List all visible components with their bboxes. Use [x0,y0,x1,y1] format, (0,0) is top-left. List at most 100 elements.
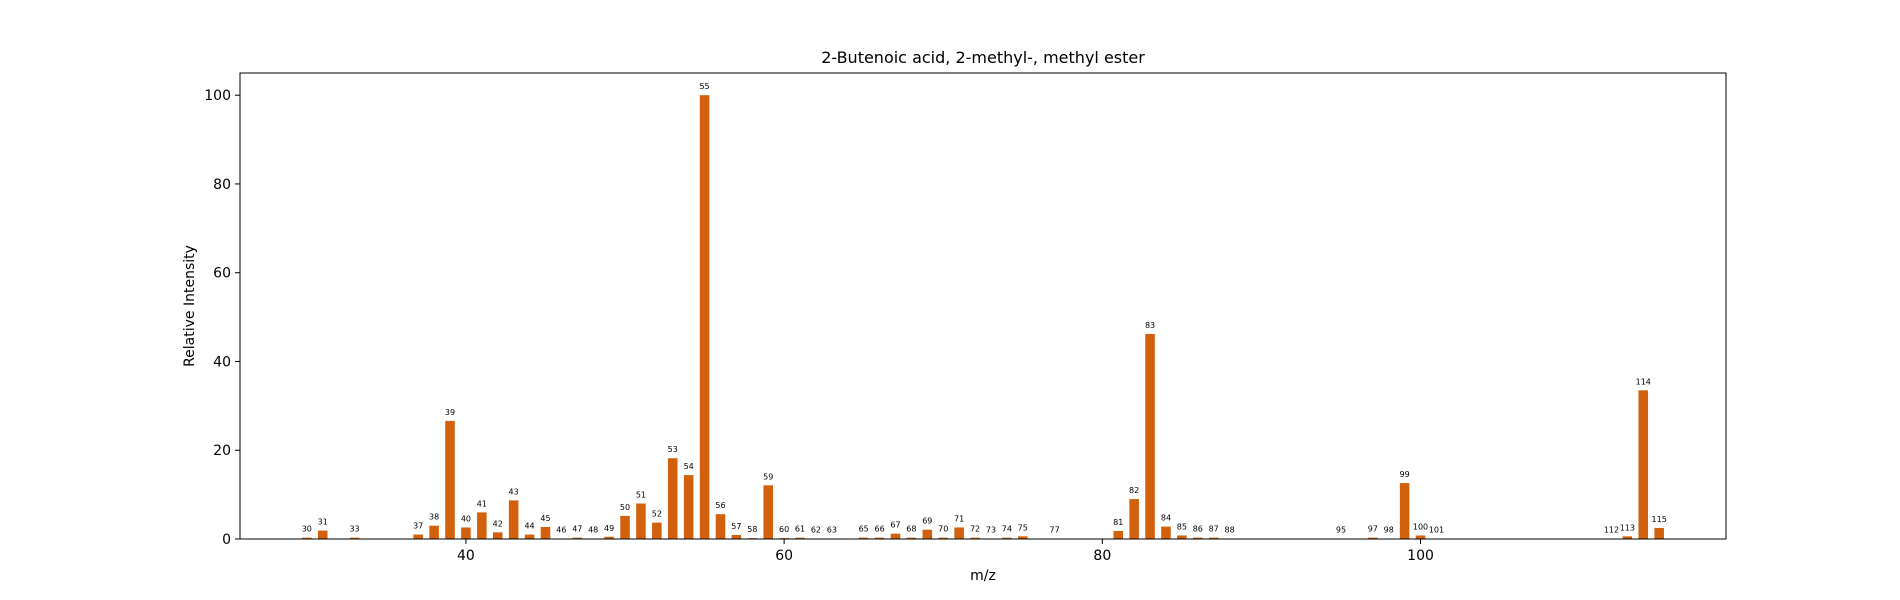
x-tick-label: 100 [1407,548,1434,564]
bar-mz-74 [1002,537,1012,539]
bar-mz-115 [1654,527,1664,539]
y-axis-label: Relative Intensity [182,245,198,367]
plot-area-frame [239,72,1727,540]
bar-label-mz-77: 77 [1050,526,1060,535]
bar-mz-69 [922,529,933,539]
bar-mz-75 [1018,536,1028,539]
bar-mz-47 [572,537,583,539]
bar-label-mz-71: 71 [954,514,964,523]
bar-label-mz-53: 53 [668,445,678,454]
bar-label-mz-88: 88 [1225,526,1235,535]
bar-label-mz-74: 74 [1002,525,1012,534]
bar-label-mz-115: 115 [1652,515,1667,524]
bar-mz-70 [938,537,948,539]
bars-group [302,95,1664,539]
bar-label-mz-42: 42 [493,519,503,528]
bar-mz-50 [620,515,630,539]
bar-label-mz-57: 57 [731,522,741,531]
bar-label-mz-68: 68 [906,525,916,534]
bar-label-mz-99: 99 [1400,470,1410,479]
bar-label-mz-66: 66 [874,525,884,534]
y-tick-label: 20 [213,443,231,459]
bar-label-mz-31: 31 [318,518,328,527]
bar-mz-99 [1399,483,1410,539]
bar-label-mz-67: 67 [890,521,900,530]
bar-label-mz-101: 101 [1429,526,1444,535]
bar-mz-97 [1368,537,1378,539]
y-tick-label: 0 [222,532,231,548]
bar-mz-84 [1161,526,1171,539]
bar-label-mz-62: 62 [811,526,821,535]
bar-mz-100 [1415,535,1426,539]
bar-label-mz-70: 70 [938,525,948,534]
bar-label-mz-33: 33 [349,525,359,534]
x-tick-label: 40 [457,548,475,564]
bar-label-mz-55: 55 [699,82,709,91]
bar-mz-68 [906,537,917,539]
bar-mz-38 [429,525,439,539]
chart-title: 2-Butenoic acid, 2-methyl-, methyl ester [821,48,1145,67]
x-axis-ticks: 40 60 80 100 [457,539,1434,564]
bar-mz-54 [683,475,694,539]
bar-label-mz-73: 73 [986,526,996,535]
bar-label-mz-85: 85 [1177,522,1187,531]
y-tick-label: 40 [213,354,231,370]
bar-label-mz-97: 97 [1368,525,1378,534]
bar-label-mz-84: 84 [1161,514,1171,523]
bar-label-mz-87: 87 [1209,525,1219,534]
bar-mz-55 [699,95,710,539]
y-tick-label: 100 [204,88,231,104]
bar-mz-31 [317,530,328,539]
bar-label-mz-112: 112 [1604,526,1619,535]
bar-mz-52 [652,522,662,539]
bar-label-mz-65: 65 [859,525,869,534]
bar-label-mz-30: 30 [302,525,312,534]
bar-mz-43 [508,500,519,539]
bar-label-mz-37: 37 [413,522,423,531]
bar-label-mz-114: 114 [1636,377,1651,386]
bar-label-mz-58: 58 [747,525,757,534]
bar-label-mz-51: 51 [636,491,646,500]
bar-mz-81 [1113,531,1124,539]
bar-label-mz-38: 38 [429,513,439,522]
x-tick-label: 60 [775,548,793,564]
bar-label-mz-69: 69 [922,517,932,526]
bar-mz-37 [413,534,423,539]
bar-label-mz-48: 48 [588,526,598,535]
bar-mz-57 [731,535,742,539]
bar-mz-66 [874,537,885,539]
bar-label-mz-82: 82 [1129,486,1139,495]
bar-label-mz-49: 49 [604,524,614,533]
bar-mz-49 [604,536,614,539]
bar-mz-61 [795,537,805,539]
bar-label-mz-45: 45 [540,514,550,523]
bar-label-mz-52: 52 [652,510,662,519]
bar-mz-82 [1129,499,1139,539]
bar-label-mz-81: 81 [1113,518,1123,527]
bar-label-mz-100: 100 [1413,522,1428,531]
bar-label-mz-59: 59 [763,472,773,481]
bar-mz-53 [667,458,678,539]
bar-mz-45 [540,527,551,539]
bar-label-mz-41: 41 [477,499,487,508]
bar-mz-41 [477,512,487,539]
bar-mz-85 [1177,535,1187,539]
bar-label-mz-72: 72 [970,525,980,534]
bar-mz-67 [890,533,901,539]
bar-label-mz-60: 60 [779,525,789,534]
y-tick-label: 80 [213,177,231,193]
bar-mz-59 [763,485,773,539]
bar-mz-114 [1638,390,1649,539]
x-axis-label: m/z [970,568,996,584]
bar-label-mz-63: 63 [827,526,837,535]
bar-mz-83 [1145,333,1155,539]
bar-mz-113 [1622,536,1633,539]
bar-mz-51 [636,503,646,539]
bar-mz-56 [715,514,726,539]
bar-mz-72 [970,537,980,539]
bar-label-mz-46: 46 [556,526,566,535]
bar-label-mz-95: 95 [1336,526,1346,535]
bar-mz-87 [1208,537,1219,539]
bar-label-mz-56: 56 [715,501,725,510]
y-tick-label: 60 [213,266,231,282]
